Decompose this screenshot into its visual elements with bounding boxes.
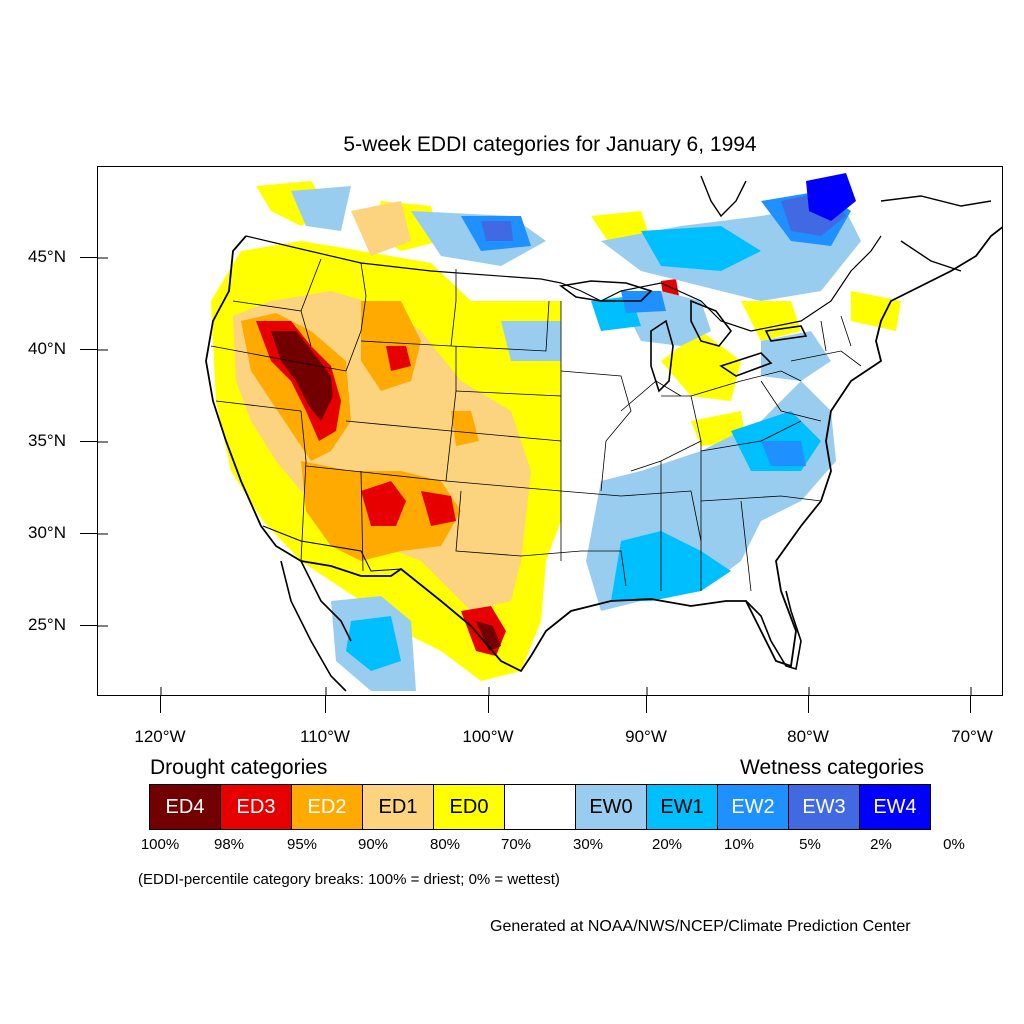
map-title: 5-week EDDI categories for January 6, 19… [343, 133, 757, 156]
legend-label: EW3 [802, 795, 846, 818]
legend-box-neutral [504, 784, 576, 830]
legend-box-ew2: EW2 [717, 784, 789, 830]
break-label: 5% [799, 836, 821, 853]
lon-label-70w: 70°W [951, 727, 993, 746]
lat-label-45n: 45°N [28, 247, 66, 266]
canada-coast [700, 175, 992, 272]
us-outline [205, 226, 1002, 673]
legend-label: ED3 [236, 795, 276, 818]
florida-coast [745, 590, 802, 671]
wetness-categories-heading: Wetness categories [740, 756, 925, 779]
legend-box-ed4: ED4 [149, 784, 221, 830]
category-legend: ED4 ED3 ED2 ED1 ED0 EW0 EW1 EW2 EW3 EW4 [149, 784, 931, 830]
lon-tick [808, 696, 809, 713]
break-label: 90% [357, 836, 389, 853]
lat-tick [80, 625, 97, 626]
lat-label-30n: 30°N [28, 523, 66, 542]
lon-label-110w: 110°W [300, 727, 350, 746]
legend-label: EW2 [731, 795, 775, 818]
lat-label-25n: 25°N [28, 615, 66, 634]
break-label: 2% [870, 836, 892, 853]
eddi-map [98, 173, 1002, 695]
lat-label-40n: 40°N [28, 339, 66, 358]
map-panel [97, 166, 1003, 696]
break-label: 0% [943, 836, 965, 853]
break-label: 95% [286, 836, 318, 853]
state-boundaries [210, 258, 862, 592]
mexico-border [262, 525, 402, 572]
great-lakes [558, 280, 808, 393]
legend-label: ED1 [378, 795, 418, 818]
baja-coast [280, 560, 352, 692]
break-label: 20% [651, 836, 683, 853]
break-label: 80% [429, 836, 461, 853]
legend-label: EW4 [873, 795, 917, 818]
lat-tick [80, 349, 97, 350]
lon-tick [160, 696, 161, 713]
legend-box-ew4: EW4 [859, 784, 931, 830]
legend-label: ED2 [307, 795, 347, 818]
lon-label-80w: 80°W [787, 727, 829, 746]
lat-tick [80, 533, 97, 534]
lon-tick [325, 696, 326, 713]
category-breaks-note: (EDDI-percentile category breaks: 100% =… [138, 871, 560, 888]
credit-line: Generated at NOAA/NWS/NCEP/Climate Predi… [490, 918, 911, 935]
lon-tick [488, 696, 489, 713]
lon-label-90w: 90°W [625, 727, 667, 746]
legend-box-ed0: ED0 [433, 784, 505, 830]
break-label: 98% [213, 836, 245, 853]
lon-label-120w: 120°W [134, 727, 186, 746]
break-label: 10% [723, 836, 755, 853]
legend-box-ew0: EW0 [575, 784, 647, 830]
lat-tick [80, 257, 97, 258]
lat-label-35n: 35°N [28, 431, 66, 450]
break-label: 30% [572, 836, 604, 853]
lon-tick [970, 696, 971, 713]
legend-box-ed2: ED2 [291, 784, 363, 830]
lat-tick [80, 441, 97, 442]
lon-tick [646, 696, 647, 713]
graticule-ticks [98, 257, 972, 695]
break-label: 70% [500, 836, 532, 853]
legend-label: ED4 [165, 795, 205, 818]
lon-label-100w: 100°W [462, 727, 514, 746]
ed4-region [271, 331, 501, 651]
legend-label: ED0 [449, 795, 489, 818]
legend-box-ew1: EW1 [646, 784, 718, 830]
drought-categories-heading: Drought categories [150, 756, 328, 779]
legend-label: EW1 [660, 795, 704, 818]
ew4-region [806, 173, 856, 221]
legend-box-ew3: EW3 [788, 784, 860, 830]
break-label: 100% [140, 836, 180, 853]
legend-box-ed3: ED3 [220, 784, 292, 830]
legend-box-ed1: ED1 [362, 784, 434, 830]
legend-label: EW0 [589, 795, 633, 818]
